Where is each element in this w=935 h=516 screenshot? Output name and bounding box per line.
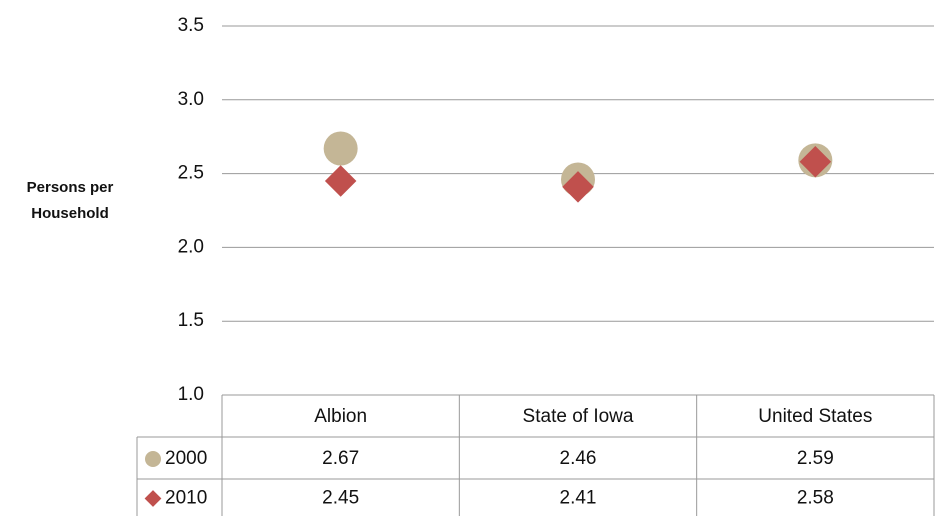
legend-label: 2010 <box>165 488 207 509</box>
data-point <box>324 165 357 197</box>
table-value: 2.41 <box>560 488 597 509</box>
data-point <box>323 131 358 166</box>
table-value: 2.67 <box>322 448 359 469</box>
y-tick-label: 2.5 <box>178 163 204 184</box>
y-tick-label: 1.5 <box>178 310 204 331</box>
y-axis-label: Persons per Household <box>26 179 114 222</box>
y-tick-label: 3.0 <box>178 89 204 110</box>
legend-marker <box>145 451 161 467</box>
x-tick-label: United States <box>758 406 872 427</box>
x-tick-label: Albion <box>314 406 367 427</box>
table-value: 2.46 <box>560 448 597 469</box>
y-tick-label: 2.0 <box>178 236 204 257</box>
legend-marker <box>144 490 162 507</box>
table-value: 2.58 <box>797 488 834 509</box>
data-point <box>562 171 594 203</box>
table-value: 2.45 <box>322 488 359 509</box>
y-tick-label: 1.0 <box>178 384 204 405</box>
x-tick-label: State of Iowa <box>523 406 634 427</box>
data-point <box>799 146 832 178</box>
y-tick-label: 3.5 <box>178 15 204 36</box>
legend-label: 2000 <box>165 448 207 469</box>
table-value: 2.59 <box>797 448 834 469</box>
